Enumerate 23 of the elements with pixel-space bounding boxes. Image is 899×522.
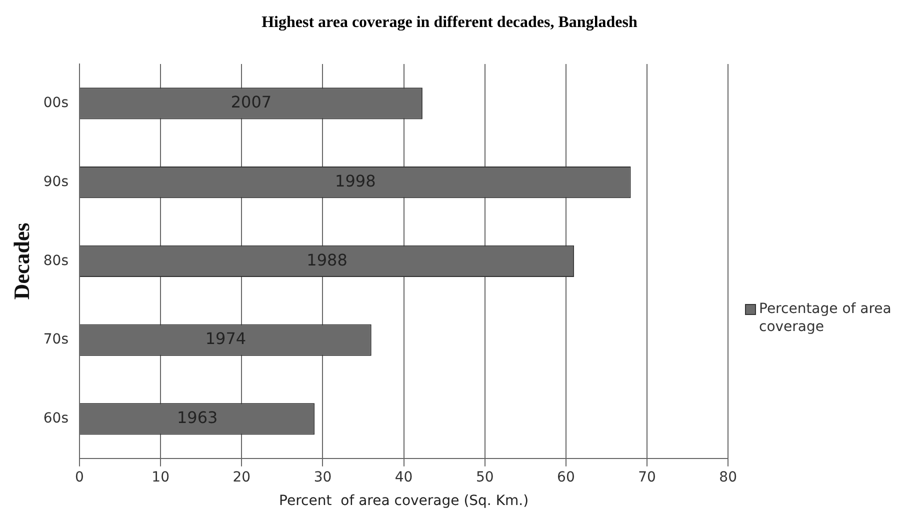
x-tick-label: 60 (557, 469, 575, 486)
annotation: 1988 (306, 250, 348, 270)
annotation: 2007 (230, 92, 272, 112)
legend-label: Percentage of area coverage (758, 300, 892, 336)
chart-title: Highest area coverage in different decades, Bangladesh (260, 14, 638, 32)
y-tick-label: 80s (43, 252, 69, 269)
y-tick-label: 60s (43, 410, 69, 427)
annotation: 1974 (205, 329, 246, 348)
annotation: 1998 (335, 171, 376, 190)
x-axis-title: Percent of area coverage (Sq. Km.) (279, 493, 529, 510)
annotation: 1963 (176, 408, 218, 428)
x-tick-label: 50 (476, 469, 494, 486)
y-axis-title: Decades (8, 222, 34, 300)
y-tick-label: 70s (43, 332, 69, 348)
x-tick-label: 70 (638, 469, 656, 486)
x-tick-label: 30 (314, 469, 332, 486)
x-tick-label: 0 (75, 469, 84, 486)
x-tick-label: 20 (232, 469, 251, 486)
y-tick-label: 90s (43, 174, 69, 190)
x-tick-label: 10 (152, 469, 170, 486)
x-tick-label: 80 (719, 469, 738, 486)
y-tick-label: 00s (43, 95, 69, 112)
x-tick-label: 40 (394, 469, 413, 486)
